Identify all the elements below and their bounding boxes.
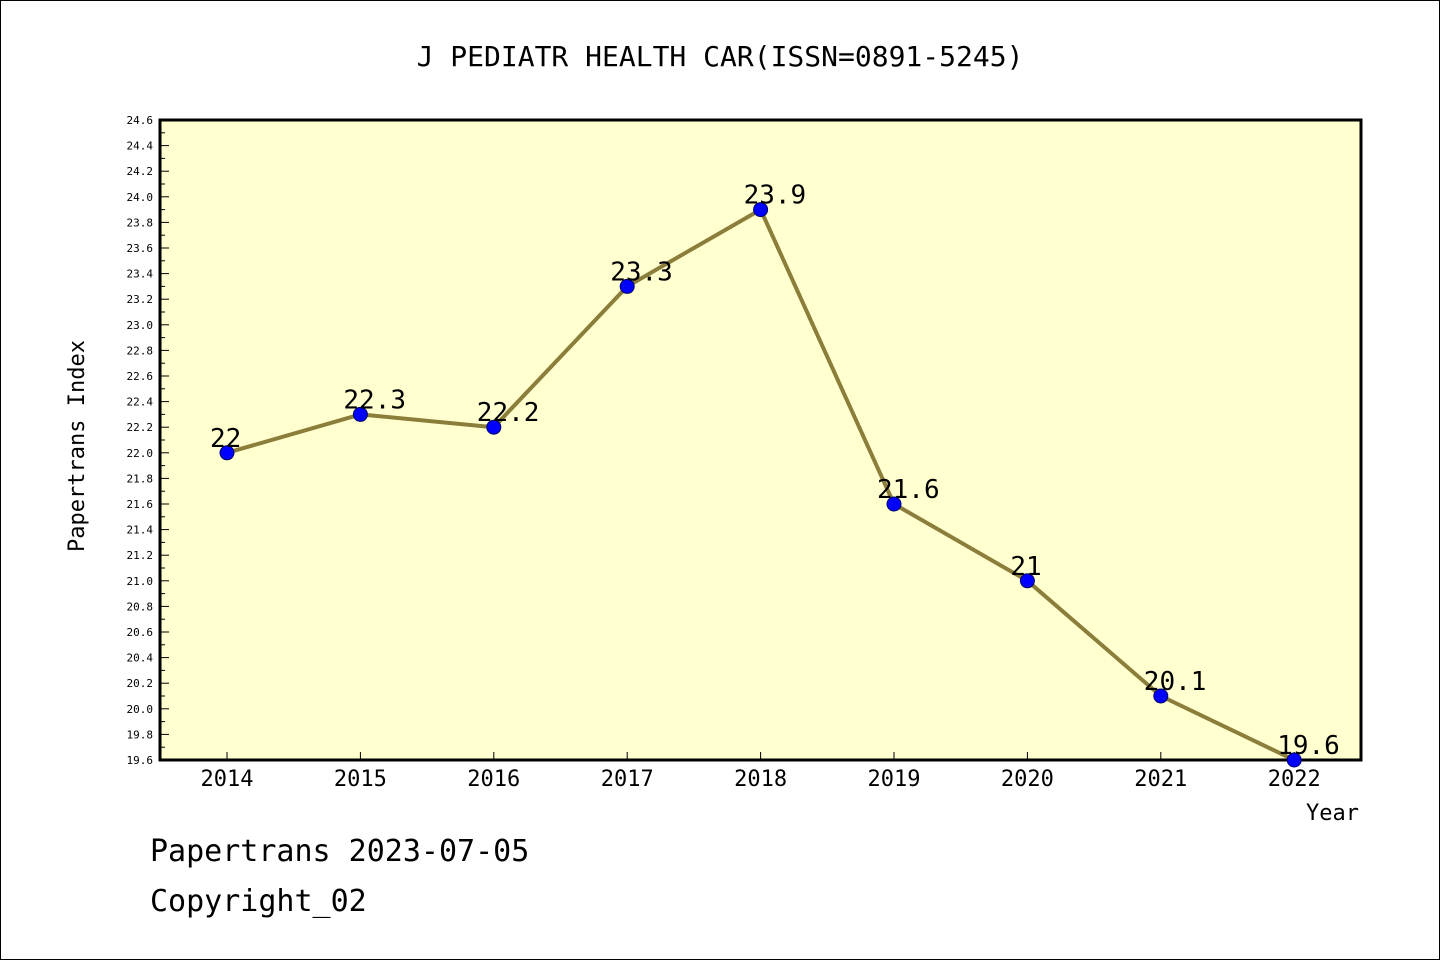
- data-label: 19.6: [1277, 731, 1340, 761]
- data-point: [1153, 688, 1169, 704]
- data-label: 21.6: [877, 475, 940, 505]
- y-tick-label: 20.4: [127, 652, 154, 665]
- x-tick-label: 2018: [734, 767, 787, 792]
- data-label: 23.9: [744, 181, 807, 211]
- y-tick-label: 22.8: [127, 344, 154, 357]
- y-tick-label: 24.6: [127, 114, 154, 127]
- y-tick-label: 24.4: [127, 140, 154, 153]
- data-point: [352, 406, 368, 422]
- data-point: [219, 445, 235, 461]
- y-tick-label: 23.4: [127, 268, 154, 281]
- data-label: 20.1: [1144, 667, 1207, 697]
- x-tick-label: 2017: [601, 767, 654, 792]
- series-markers: [219, 202, 1302, 768]
- data-point: [753, 202, 769, 218]
- footer-copyright: Copyright_02: [150, 884, 367, 919]
- y-tick-label: 23.2: [127, 293, 154, 306]
- x-tick-label: 2015: [334, 767, 387, 792]
- x-tick-label: 2019: [868, 767, 921, 792]
- x-tick-label: 2014: [201, 767, 254, 792]
- y-tick-label: 19.6: [127, 754, 154, 767]
- y-tick-label: 22.4: [127, 396, 154, 409]
- y-tick-label: 20.6: [127, 626, 154, 639]
- y-tick-label: 24.0: [127, 191, 154, 204]
- data-label: 21: [1010, 552, 1041, 582]
- data-point: [886, 496, 902, 512]
- y-tick-label: 21.8: [127, 472, 154, 485]
- x-axis: 2014 2015 2016 2017 2018 2019 2020 2021 2022: [201, 752, 1321, 792]
- data-point: [1286, 752, 1302, 768]
- data-labels: 22 22.3 22.2 23.3 23.9 21.6 21 20.1 19.6: [210, 181, 1340, 761]
- x-tick-label: 2016: [467, 767, 520, 792]
- y-tick-label: 22.0: [127, 447, 154, 460]
- x-tick-label: 2021: [1134, 767, 1187, 792]
- y-tick-label: 21.4: [127, 524, 154, 537]
- y-tick-label: 23.8: [127, 216, 154, 229]
- data-label: 22: [210, 424, 241, 454]
- chart-title: J PEDIATR HEALTH CAR(ISSN=0891-5245): [417, 40, 1024, 73]
- y-axis-label: Papertrans Index: [65, 340, 90, 552]
- data-point: [619, 278, 635, 294]
- y-tick-label: 21.0: [127, 575, 154, 588]
- y-tick-label: 23.0: [127, 319, 154, 332]
- x-tick-label: 2022: [1268, 767, 1321, 792]
- y-tick-label: 22.6: [127, 370, 154, 383]
- y-tick-label: 24.2: [127, 165, 154, 178]
- y-tick-label: 19.8: [127, 728, 154, 741]
- y-tick-label: 20.8: [127, 600, 154, 613]
- plot-area: [158, 118, 1363, 762]
- data-point: [486, 419, 502, 435]
- y-tick-label: 21.2: [127, 549, 154, 562]
- y-axis: 19.6 19.8 20.0 20.2 20.4 20.6 20.8 21.0 21.2 21.4…: [127, 114, 169, 767]
- y-tick-label: 23.6: [127, 242, 154, 255]
- footer-date: Papertrans 2023-07-05: [150, 834, 530, 869]
- data-point: [1019, 573, 1035, 589]
- x-tick-label: 2020: [1001, 767, 1054, 792]
- y-tick-label: 22.2: [127, 421, 154, 434]
- data-label: 22.2: [477, 398, 540, 428]
- data-label: 23.3: [610, 257, 673, 287]
- data-label: 22.3: [343, 385, 406, 415]
- x-axis-label: Year: [1306, 801, 1359, 826]
- y-tick-label: 20.2: [127, 677, 154, 690]
- y-tick-label: 21.6: [127, 498, 154, 511]
- y-tick-label: 20.0: [127, 703, 154, 716]
